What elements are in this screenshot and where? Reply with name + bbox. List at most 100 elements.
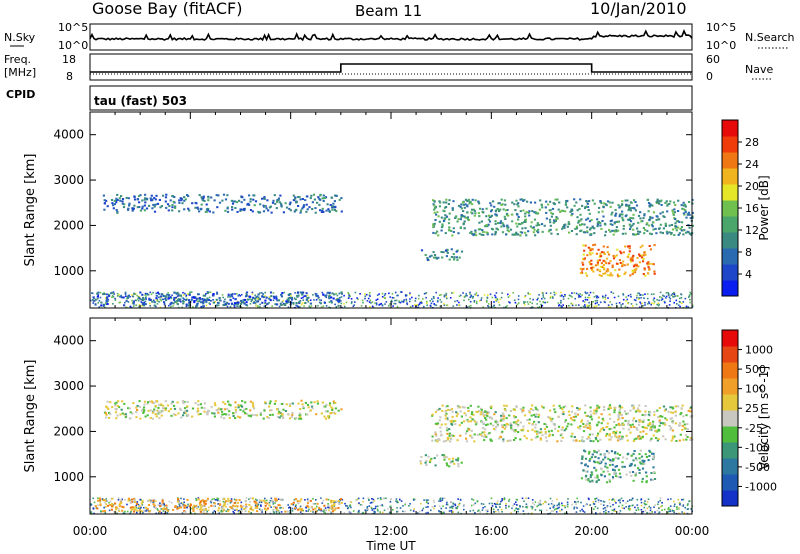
- scatter-cell: [91, 292, 94, 295]
- echo-cell: [192, 507, 195, 510]
- echo-cell: [174, 505, 177, 507]
- scatter-cell: [104, 306, 106, 309]
- scatter-cell: [516, 508, 519, 510]
- scatter-cell: [531, 499, 534, 501]
- scatter-cell: [251, 291, 254, 294]
- scatter-cell: [126, 510, 129, 513]
- echo-cell: [248, 204, 251, 206]
- scatter-cell: [650, 303, 652, 306]
- range-tick-label: 1000: [53, 470, 84, 484]
- echo-cell: [166, 404, 170, 407]
- echo-cell: [474, 231, 477, 234]
- scatter-cell: [353, 304, 355, 306]
- echo-cell: [579, 272, 583, 275]
- echo-cell: [661, 231, 664, 234]
- scatter-cell: [254, 299, 257, 302]
- scatter-cell: [304, 499, 306, 501]
- scatter-cell: [636, 294, 638, 297]
- colorbar-tick-label: -1000: [745, 480, 777, 493]
- echo-cell: [327, 295, 331, 298]
- echo-cell: [647, 202, 651, 204]
- scatter-cell: [505, 504, 507, 507]
- scatter-cell: [449, 297, 452, 299]
- scatter-cell: [474, 502, 477, 505]
- echo-cell: [468, 202, 471, 205]
- echo-cell: [617, 413, 620, 416]
- echo-cell: [586, 202, 589, 205]
- echo-cell: [143, 510, 146, 513]
- scatter-cell: [669, 510, 672, 513]
- echo-cell: [584, 272, 587, 275]
- scatter-cell: [150, 293, 153, 296]
- echo-cell: [604, 434, 608, 437]
- scatter-cell: [650, 512, 653, 514]
- scatter-cell: [445, 507, 447, 509]
- echo-cell: [645, 471, 648, 474]
- time-tick-label: 00:00: [675, 524, 710, 538]
- echo-cell: [503, 215, 506, 218]
- echo-cell: [611, 223, 614, 226]
- scatter-cell: [551, 295, 554, 298]
- echo-cell: [534, 426, 537, 429]
- echo-cell: [311, 201, 314, 204]
- echo-cell: [223, 408, 226, 411]
- echo-cell: [288, 405, 292, 408]
- scatter-cell: [116, 295, 119, 297]
- echo-cell: [531, 227, 534, 229]
- echo-cell: [227, 302, 230, 305]
- scatter-cell: [396, 507, 398, 509]
- scatter-cell: [416, 512, 419, 514]
- echo-cell: [470, 211, 473, 214]
- echo-cell: [623, 272, 626, 275]
- echo-cell: [212, 211, 215, 214]
- scatter-cell: [538, 294, 540, 296]
- scatter-cell: [627, 294, 630, 297]
- scatter-cell: [137, 507, 140, 509]
- echo-cell: [648, 262, 651, 265]
- echo-cell: [548, 435, 551, 437]
- scatter-cell: [104, 302, 107, 304]
- scatter-cell: [129, 305, 132, 308]
- echo-cell: [634, 233, 638, 236]
- scatter-cell: [221, 294, 224, 296]
- echo-cell: [525, 437, 528, 440]
- echo-cell: [659, 422, 662, 425]
- colorbar-swatch: [722, 474, 738, 491]
- echo-cell: [198, 210, 201, 213]
- echo-cell: [501, 231, 505, 234]
- echo-cell: [618, 268, 621, 271]
- echo-cell: [156, 412, 159, 415]
- echo-cell: [654, 227, 657, 230]
- echo-cell: [630, 207, 633, 210]
- echo-cell: [331, 500, 335, 503]
- echo-cell: [606, 274, 609, 277]
- scatter-cell: [617, 295, 620, 298]
- scatter-cell: [607, 306, 610, 308]
- echo-cell: [480, 233, 483, 236]
- echo-cell: [151, 401, 154, 404]
- scatter-cell: [487, 303, 490, 305]
- echo-cell: [439, 201, 442, 204]
- echo-cell: [557, 430, 560, 433]
- echo-cell: [491, 417, 494, 420]
- colorbar-tick-label: -500: [745, 461, 770, 474]
- echo-cell: [450, 248, 453, 251]
- echo-cell: [537, 432, 540, 435]
- scatter-cell: [673, 511, 675, 514]
- scatter-cell: [607, 304, 610, 306]
- scatter-cell: [226, 503, 229, 506]
- echo-cell: [133, 195, 136, 198]
- scatter-cell: [622, 500, 624, 502]
- echo-cell: [627, 428, 630, 431]
- echo-cell: [433, 457, 436, 460]
- echo-cell: [302, 407, 305, 410]
- scatter-cell: [374, 302, 376, 304]
- echo-cell: [286, 510, 289, 513]
- echo-cell: [611, 459, 614, 462]
- echo-cell: [503, 424, 506, 427]
- echo-cell: [536, 430, 539, 433]
- scatter-cell: [126, 503, 128, 506]
- echo-cell: [127, 407, 130, 410]
- echo-cell: [648, 204, 651, 207]
- scatter-cell: [124, 510, 126, 513]
